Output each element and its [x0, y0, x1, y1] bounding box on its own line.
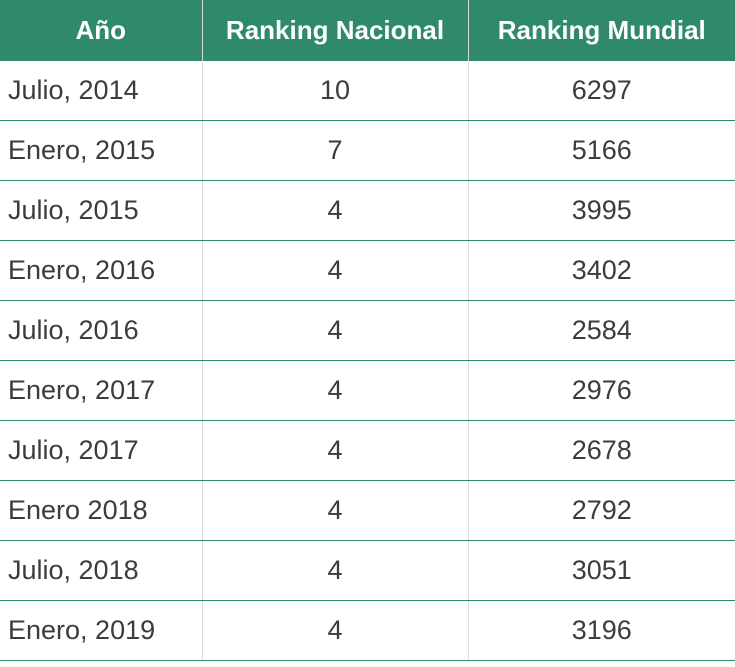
cell-world-ranking: 2976 [467, 360, 735, 421]
table-row: Julio, 2015 4 3995 [0, 180, 735, 241]
cell-world-ranking: 2678 [467, 420, 735, 481]
cell-national-ranking: 4 [201, 300, 468, 361]
cell-year: Julio, 2016 [0, 300, 202, 361]
cell-world-ranking: 3995 [467, 180, 735, 241]
cell-world-ranking: 2792 [467, 480, 735, 541]
table-row: Enero, 2019 4 3196 [0, 600, 735, 661]
table-row: Julio, 2017 4 2678 [0, 420, 735, 481]
table-row: Julio, 2014 10 6297 [0, 61, 735, 121]
cell-national-ranking: 4 [201, 480, 468, 541]
cell-year: Enero, 2017 [0, 360, 202, 421]
cell-world-ranking: 5166 [467, 120, 735, 181]
cell-year: Enero 2018 [0, 480, 202, 541]
table-row: Enero 2018 4 2792 [0, 480, 735, 541]
cell-year: Julio, 2015 [0, 180, 202, 241]
cell-year: Julio, 2017 [0, 420, 202, 481]
header-year: Año [0, 0, 203, 61]
cell-year: Julio, 2014 [0, 61, 202, 121]
cell-world-ranking: 3402 [467, 240, 735, 301]
cell-national-ranking: 4 [201, 360, 468, 421]
table-row: Enero, 2016 4 3402 [0, 240, 735, 301]
table-row: Enero, 2017 4 2976 [0, 360, 735, 421]
table-row: Julio, 2018 4 3051 [0, 540, 735, 601]
cell-world-ranking: 3196 [467, 600, 735, 661]
cell-national-ranking: 4 [201, 240, 468, 301]
cell-year: Enero, 2016 [0, 240, 202, 301]
cell-national-ranking: 4 [201, 600, 468, 661]
table-row: Julio, 2016 4 2584 [0, 300, 735, 361]
table-body: Julio, 2014 10 6297 Enero, 2015 7 5166 J… [0, 61, 735, 661]
cell-national-ranking: 10 [201, 61, 468, 121]
header-row: Año Ranking Nacional Ranking Mundial [0, 0, 735, 61]
cell-year: Julio, 2018 [0, 540, 202, 601]
cell-national-ranking: 7 [201, 120, 468, 181]
table-row: Enero, 2015 7 5166 [0, 120, 735, 181]
cell-year: Enero, 2015 [0, 120, 202, 181]
cell-world-ranking: 6297 [467, 61, 735, 121]
cell-world-ranking: 2584 [467, 300, 735, 361]
cell-national-ranking: 4 [201, 420, 468, 481]
cell-year: Enero, 2019 [0, 600, 202, 661]
cell-world-ranking: 3051 [467, 540, 735, 601]
header-national-ranking: Ranking Nacional [201, 0, 469, 61]
cell-national-ranking: 4 [201, 540, 468, 601]
cell-national-ranking: 4 [201, 180, 468, 241]
header-world-ranking: Ranking Mundial [467, 0, 735, 61]
table-header: Año Ranking Nacional Ranking Mundial [0, 0, 735, 61]
